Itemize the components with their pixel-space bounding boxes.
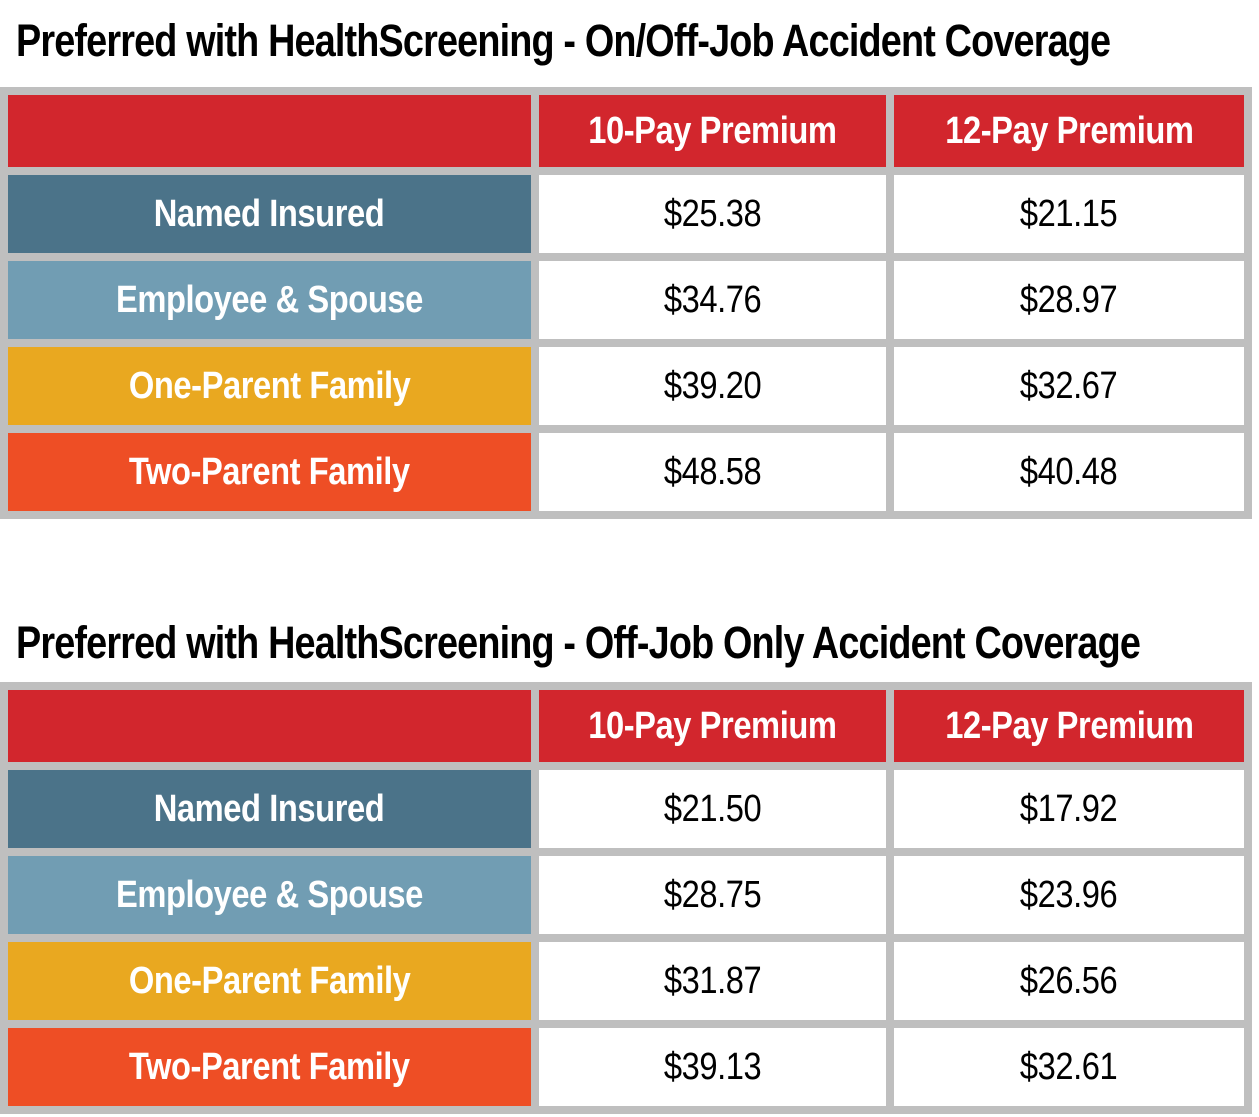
premium-table-onoff-job: 10-Pay Premium 12-Pay Premium Named Insu… xyxy=(0,87,1252,519)
cell-two-parent-family-12-pay: $32.61 xyxy=(894,1028,1244,1106)
table-title-onoff-job: Preferred with HealthScreening - On/Off-… xyxy=(16,18,1259,64)
row-label-two-parent-family: Two-Parent Family xyxy=(8,433,531,511)
cell-one-parent-family-10-pay: $39.20 xyxy=(539,347,886,425)
column-header-10-pay: 10-Pay Premium xyxy=(539,95,886,167)
column-header-12-pay: 12-Pay Premium xyxy=(894,690,1244,762)
row-label-text: One-Parent Family xyxy=(128,959,411,1002)
cell-one-parent-family-12-pay: $32.67 xyxy=(894,347,1244,425)
cell-employee-spouse-10-pay: $34.76 xyxy=(539,261,886,339)
premium-value: $39.13 xyxy=(663,1045,762,1088)
premium-value: $48.58 xyxy=(663,450,762,493)
column-header-12-pay: 12-Pay Premium xyxy=(894,95,1244,167)
premium-value: $39.20 xyxy=(663,364,762,407)
header-row: 10-Pay Premium 12-Pay Premium xyxy=(8,690,1244,762)
premium-value: $31.87 xyxy=(663,959,762,1002)
row-label-employee-spouse: Employee & Spouse xyxy=(8,856,531,934)
cell-one-parent-family-10-pay: $31.87 xyxy=(539,942,886,1020)
cell-employee-spouse-12-pay: $23.96 xyxy=(894,856,1244,934)
premium-value: $17.92 xyxy=(1020,787,1118,830)
cell-named-insured-12-pay: $21.15 xyxy=(894,175,1244,253)
table-row-named-insured: Named Insured $25.38 $21.15 xyxy=(8,175,1244,253)
row-label-text: Named Insured xyxy=(154,192,385,235)
cell-employee-spouse-12-pay: $28.97 xyxy=(894,261,1244,339)
column-header-10-pay-label: 10-Pay Premium xyxy=(588,109,837,152)
premium-value: $26.56 xyxy=(1020,959,1118,1002)
premium-value: $34.76 xyxy=(663,278,762,321)
table-row-employee-spouse: Employee & Spouse $28.75 $23.96 xyxy=(8,856,1244,934)
premium-table-offjob-only: 10-Pay Premium 12-Pay Premium Named Insu… xyxy=(0,682,1252,1114)
row-label-two-parent-family: Two-Parent Family xyxy=(8,1028,531,1106)
header-corner-cell xyxy=(8,95,531,167)
table-row-named-insured: Named Insured $21.50 $17.92 xyxy=(8,770,1244,848)
row-label-named-insured: Named Insured xyxy=(8,175,531,253)
table-row-one-parent-family: One-Parent Family $39.20 $32.67 xyxy=(8,347,1244,425)
table-row-employee-spouse: Employee & Spouse $34.76 $28.97 xyxy=(8,261,1244,339)
table-title-onoff-job-text: Preferred with HealthScreening - On/Off-… xyxy=(16,15,1111,66)
header-corner-cell xyxy=(8,690,531,762)
column-header-10-pay: 10-Pay Premium xyxy=(539,690,886,762)
cell-named-insured-12-pay: $17.92 xyxy=(894,770,1244,848)
table-row-one-parent-family: One-Parent Family $31.87 $26.56 xyxy=(8,942,1244,1020)
premium-value: $21.50 xyxy=(663,787,762,830)
table-row-two-parent-family: Two-Parent Family $39.13 $32.61 xyxy=(8,1028,1244,1106)
row-label-one-parent-family: One-Parent Family xyxy=(8,347,531,425)
row-label-named-insured: Named Insured xyxy=(8,770,531,848)
row-label-text: Two-Parent Family xyxy=(129,450,410,493)
premium-value: $23.96 xyxy=(1020,873,1118,916)
premium-value: $21.15 xyxy=(1020,192,1118,235)
column-header-12-pay-label: 12-Pay Premium xyxy=(944,704,1194,747)
premium-value: $28.97 xyxy=(1020,278,1118,321)
premium-value: $25.38 xyxy=(663,192,762,235)
premium-value: $40.48 xyxy=(1020,450,1118,493)
cell-one-parent-family-12-pay: $26.56 xyxy=(894,942,1244,1020)
cell-two-parent-family-10-pay: $39.13 xyxy=(539,1028,886,1106)
premium-value: $32.67 xyxy=(1020,364,1118,407)
cell-two-parent-family-12-pay: $40.48 xyxy=(894,433,1244,511)
table-title-offjob-only-text: Preferred with HealthScreening - Off-Job… xyxy=(16,617,1141,668)
premium-value: $28.75 xyxy=(663,873,762,916)
row-label-text: Employee & Spouse xyxy=(116,278,423,321)
column-header-10-pay-label: 10-Pay Premium xyxy=(588,704,837,747)
row-label-text: Named Insured xyxy=(154,787,385,830)
cell-named-insured-10-pay: $21.50 xyxy=(539,770,886,848)
row-label-text: Two-Parent Family xyxy=(129,1045,410,1088)
row-label-one-parent-family: One-Parent Family xyxy=(8,942,531,1020)
cell-named-insured-10-pay: $25.38 xyxy=(539,175,886,253)
row-label-text: One-Parent Family xyxy=(128,364,411,407)
column-header-12-pay-label: 12-Pay Premium xyxy=(944,109,1194,152)
row-label-text: Employee & Spouse xyxy=(116,873,423,916)
cell-two-parent-family-10-pay: $48.58 xyxy=(539,433,886,511)
header-row: 10-Pay Premium 12-Pay Premium xyxy=(8,95,1244,167)
table-row-two-parent-family: Two-Parent Family $48.58 $40.48 xyxy=(8,433,1244,511)
premium-value: $32.61 xyxy=(1020,1045,1118,1088)
cell-employee-spouse-10-pay: $28.75 xyxy=(539,856,886,934)
row-label-employee-spouse: Employee & Spouse xyxy=(8,261,531,339)
table-title-offjob-only: Preferred with HealthScreening - Off-Job… xyxy=(16,620,1259,666)
